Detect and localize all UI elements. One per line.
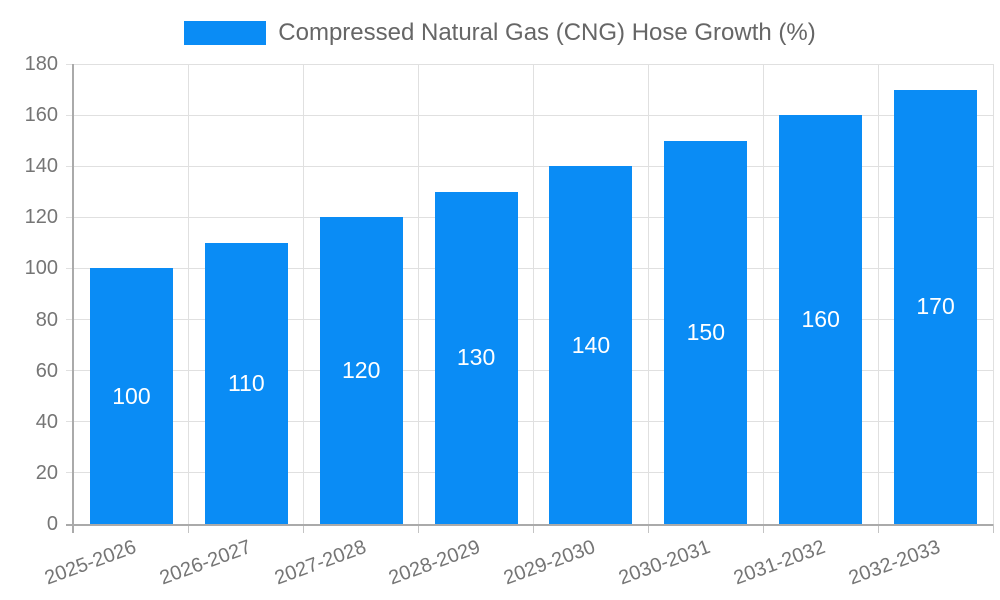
y-gridline (66, 165, 993, 167)
x-gridline (877, 64, 879, 524)
y-tick-label: 160 (24, 104, 58, 127)
x-tick-mark (533, 524, 534, 533)
x-tick-label: 2028-2029 (386, 536, 484, 590)
y-tick-label: 40 (35, 410, 58, 433)
bar-value-label: 140 (571, 331, 611, 358)
y-tick-label: 120 (24, 206, 58, 229)
y-tick-label: 100 (24, 257, 58, 280)
x-tick-label: 2027-2028 (271, 536, 369, 590)
x-tick-label: 2029-2030 (501, 536, 599, 590)
bar-value-label: 150 (686, 318, 725, 345)
x-tick-label: 2030-2031 (615, 536, 714, 590)
bar-2026-2027[interactable]: 110 (204, 242, 288, 524)
y-tick-label: 0 (46, 513, 58, 535)
x-gridline (418, 64, 420, 524)
x-tick-label: 2031-2032 (730, 536, 829, 590)
bar-value-label: 100 (112, 382, 151, 409)
x-tick-mark (877, 524, 879, 533)
bar-value-label: 160 (801, 306, 840, 333)
legend-label: Compressed Natural Gas (CNG) Hose Growth… (278, 19, 816, 46)
y-axis-line (72, 64, 74, 533)
x-gridline (188, 64, 190, 524)
y-tick-label: 20 (35, 461, 58, 484)
y-gridline (66, 216, 993, 218)
y-gridline (66, 370, 993, 372)
y-gridline (66, 472, 993, 474)
bar-2032-2033[interactable]: 170 (894, 89, 978, 524)
bar-value-label: 170 (916, 293, 955, 320)
y-gridline (66, 114, 993, 116)
x-gridline (303, 64, 305, 524)
x-axis-line (66, 523, 993, 526)
y-gridline (66, 421, 993, 423)
x-tick-mark (303, 524, 305, 533)
y-tick-label: 140 (24, 155, 58, 178)
bar-2028-2029[interactable]: 130 (434, 191, 518, 524)
y-tick-label: 80 (35, 308, 58, 331)
x-tick-mark (418, 524, 420, 533)
x-tick-label: 2025-2026 (41, 536, 139, 590)
bar-2031-2032[interactable]: 160 (779, 115, 863, 524)
bar-2030-2031[interactable]: 150 (664, 140, 748, 524)
bar-2029-2030[interactable]: 140 (549, 166, 633, 524)
bar-2025-2026[interactable]: 100 (89, 268, 173, 524)
bar-2027-2028[interactable]: 120 (319, 217, 403, 524)
bar-value-label: 120 (342, 357, 381, 384)
x-tick-mark (992, 524, 994, 533)
x-gridline (762, 64, 764, 524)
x-gridline (992, 64, 994, 524)
x-tick-mark (188, 524, 190, 533)
x-gridline (647, 64, 649, 524)
bar-value-label: 130 (456, 344, 496, 371)
x-tick-label: 2026-2027 (156, 536, 254, 590)
legend-swatch (184, 21, 267, 45)
bar-value-label: 110 (227, 369, 265, 396)
legend[interactable]: Compressed Natural Gas (CNG) Hose Growth… (0, 19, 1000, 47)
y-tick-label: 180 (24, 53, 58, 75)
y-gridline (66, 319, 993, 321)
y-gridline (66, 267, 993, 269)
x-tick-mark (647, 524, 649, 533)
x-tick-mark (762, 524, 764, 533)
y-tick-label: 60 (35, 359, 58, 382)
x-tick-label: 2032-2033 (845, 536, 944, 590)
y-gridline (66, 63, 993, 65)
x-gridline (533, 64, 534, 524)
